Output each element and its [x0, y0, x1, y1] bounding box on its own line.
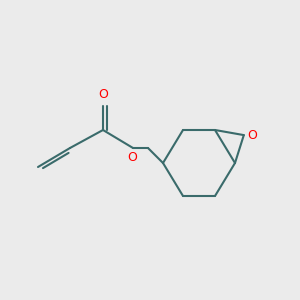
Text: O: O [247, 129, 257, 142]
Text: O: O [127, 151, 137, 164]
Text: O: O [98, 88, 108, 101]
